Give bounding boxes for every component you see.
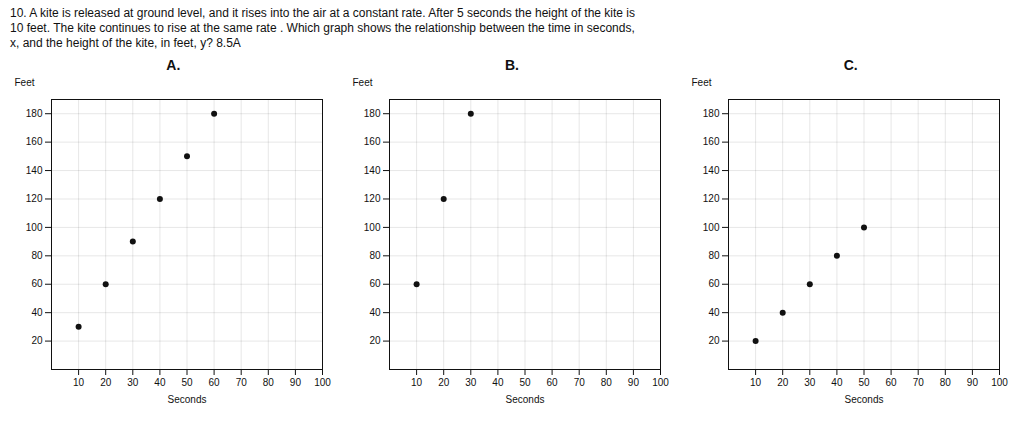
svg-text:160: 160 [364,136,381,147]
svg-text:100: 100 [703,222,720,233]
svg-text:90: 90 [628,377,640,388]
svg-text:Feet: Feet [353,77,373,88]
svg-text:60: 60 [709,278,721,289]
svg-text:20: 20 [370,335,382,346]
svg-text:90: 90 [967,377,979,388]
svg-text:70: 70 [574,377,586,388]
svg-text:20: 20 [439,377,451,388]
svg-text:Seconds: Seconds [506,394,545,405]
svg-text:40: 40 [709,307,721,318]
svg-text:80: 80 [601,377,613,388]
svg-text:Seconds: Seconds [845,394,884,405]
svg-text:140: 140 [703,165,720,176]
svg-text:100: 100 [314,377,331,388]
svg-text:180: 180 [26,108,43,119]
svg-text:60: 60 [370,278,382,289]
svg-text:120: 120 [364,193,381,204]
html-text:10. A kite is released at grou: 10. A kite is released at ground level, … [10,6,635,20]
svg-text:60: 60 [208,377,220,388]
svg-text:80: 80 [31,250,43,261]
svg-text:80: 80 [370,250,382,261]
svg-text:80: 80 [263,377,275,388]
svg-text:60: 60 [547,377,559,388]
svg-text:20: 20 [100,377,112,388]
svg-text:30: 30 [466,377,478,388]
svg-text:120: 120 [703,193,720,204]
svg-text:10: 10 [750,377,762,388]
svg-text:100: 100 [26,222,43,233]
svg-text:100: 100 [653,377,670,388]
svg-text:160: 160 [703,136,720,147]
svg-text:Feet: Feet [692,77,712,88]
svg-text:70: 70 [235,377,247,388]
svg-text:30: 30 [804,377,816,388]
svg-text:10: 10 [412,377,424,388]
html-text:A.: A. [166,57,181,73]
html-text:10 feet. The kite continues to: 10 feet. The kite continues to rise at t… [10,21,635,35]
svg-text:80: 80 [940,377,952,388]
svg-text:50: 50 [859,377,871,388]
svg-text:40: 40 [154,377,166,388]
html-text:x, and the height of the kite,: x, and the height of the kite, in feet, … [10,36,241,50]
svg-text:120: 120 [26,193,43,204]
svg-text:40: 40 [493,377,505,388]
svg-text:180: 180 [364,108,381,119]
svg-text:40: 40 [831,377,843,388]
svg-text:10: 10 [73,377,85,388]
html-text:B.: B. [505,57,519,73]
svg-text:Feet: Feet [14,77,34,88]
svg-text:20: 20 [777,377,789,388]
svg-text:50: 50 [181,377,193,388]
svg-text:160: 160 [26,136,43,147]
svg-text:90: 90 [290,377,302,388]
svg-text:40: 40 [370,307,382,318]
svg-text:Seconds: Seconds [167,394,206,405]
svg-text:100: 100 [364,222,381,233]
svg-text:70: 70 [913,377,925,388]
svg-text:60: 60 [31,278,43,289]
svg-text:80: 80 [709,250,721,261]
svg-text:100: 100 [991,377,1008,388]
svg-text:140: 140 [364,165,381,176]
svg-text:20: 20 [31,335,43,346]
svg-text:20: 20 [709,335,721,346]
svg-text:180: 180 [703,108,720,119]
html-text:C.: C. [843,57,858,73]
svg-text:40: 40 [31,307,43,318]
svg-text:60: 60 [886,377,898,388]
svg-text:30: 30 [127,377,139,388]
svg-text:50: 50 [520,377,532,388]
svg-text:140: 140 [26,165,43,176]
